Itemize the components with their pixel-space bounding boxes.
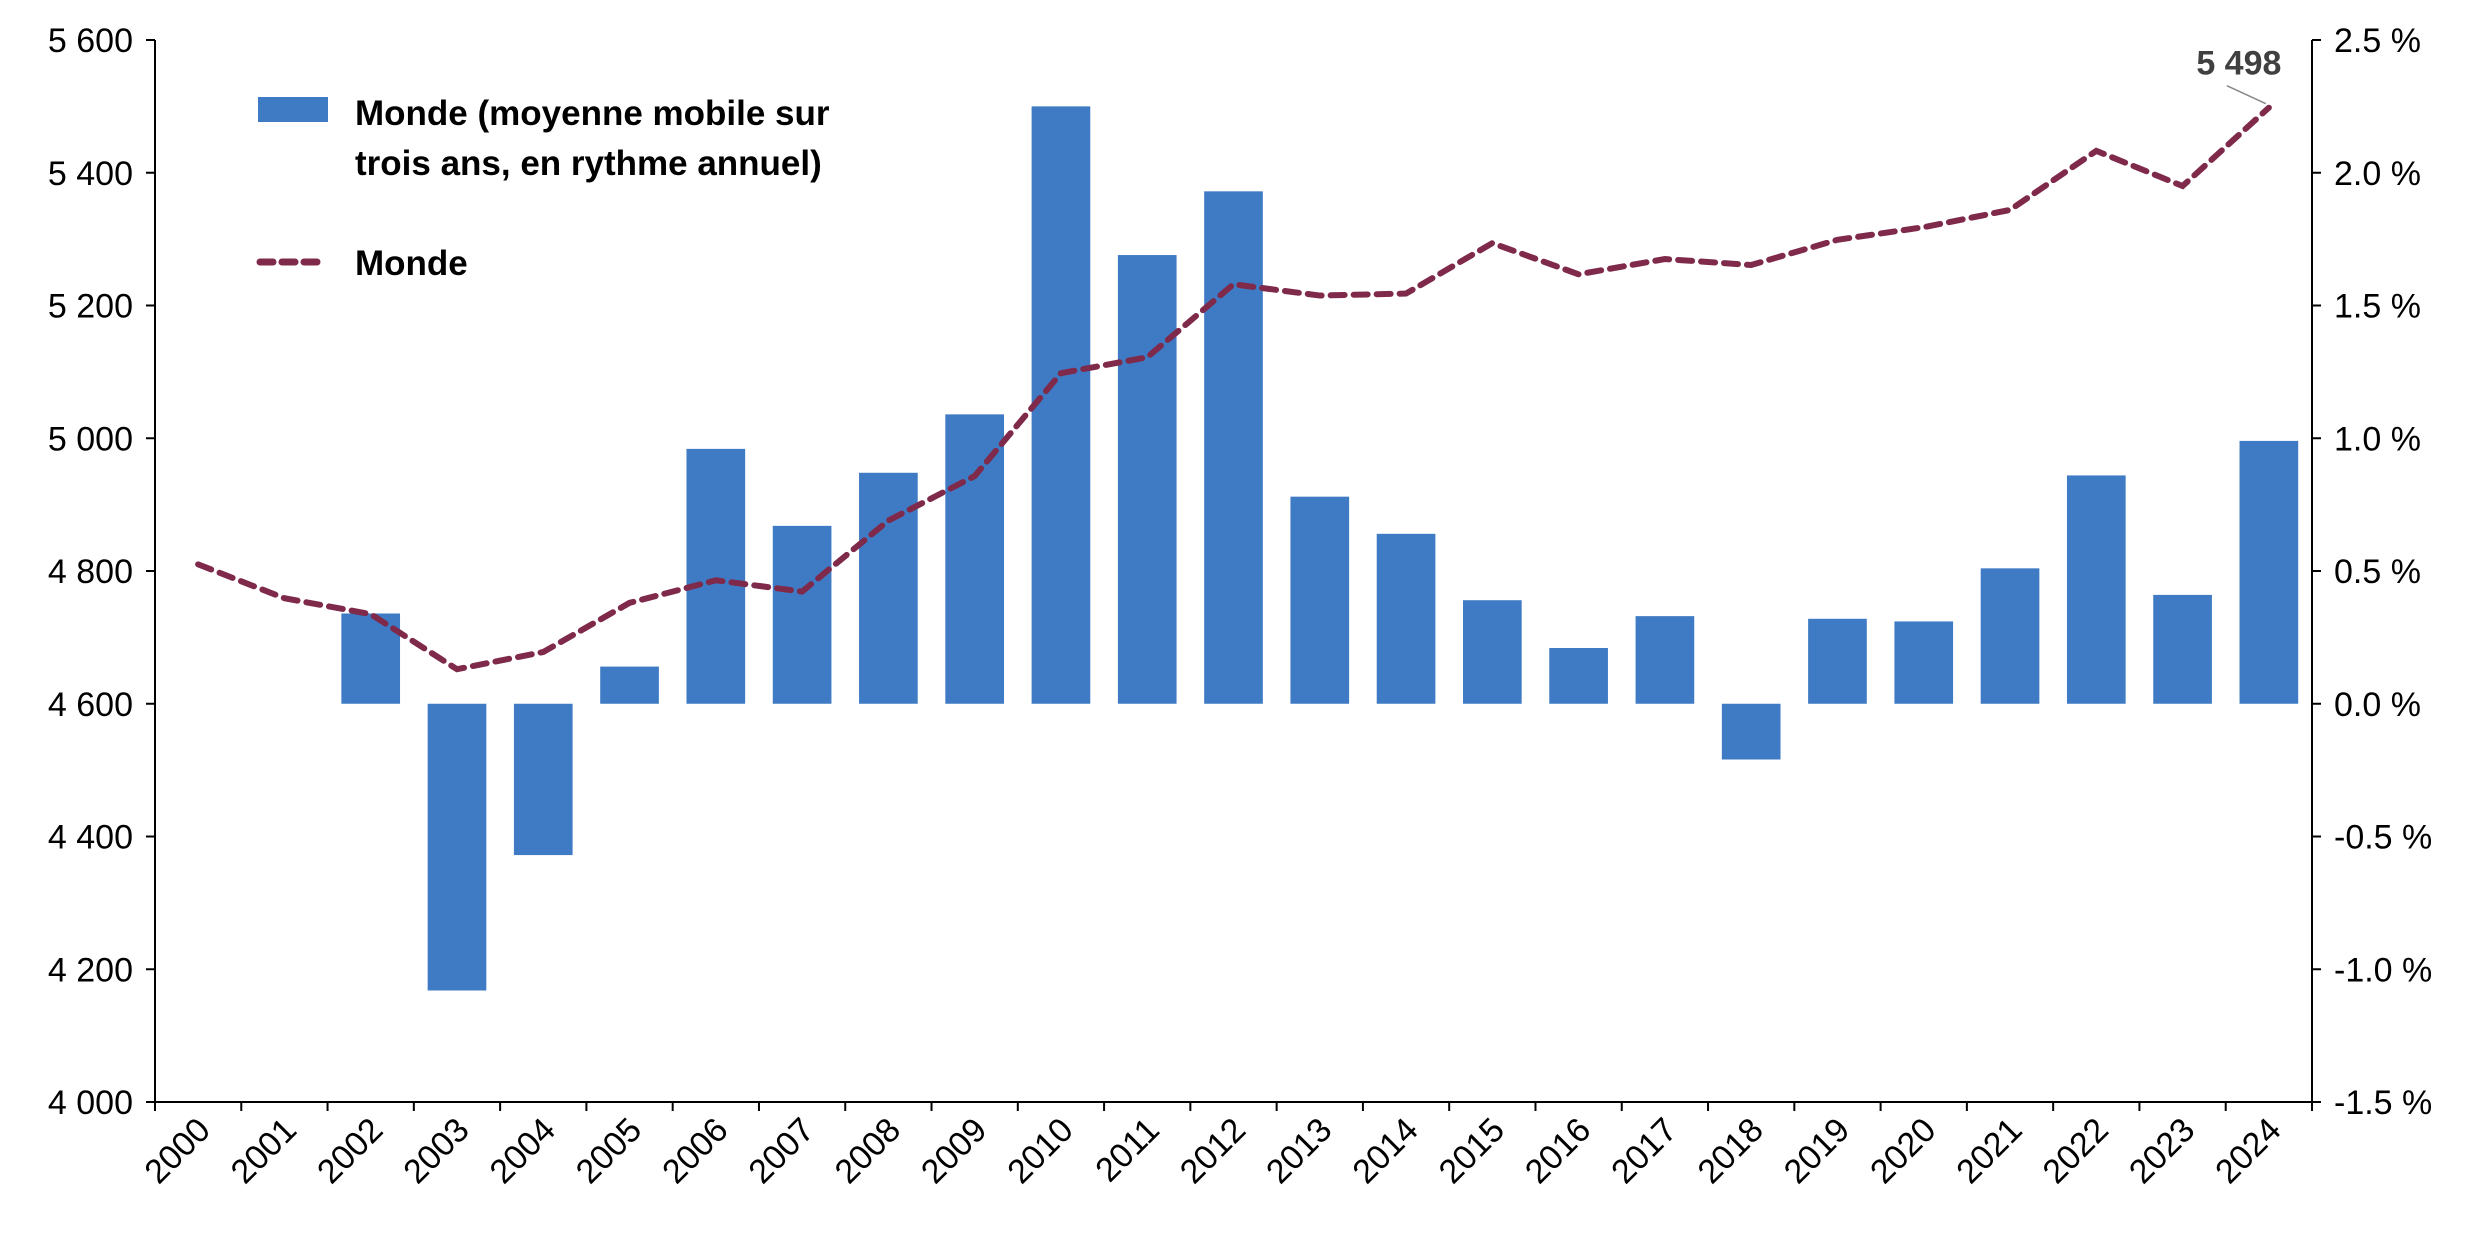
x-tick-label: 2003 bbox=[396, 1111, 476, 1191]
bars-layer bbox=[341, 106, 2299, 991]
left-tick-label: 5 200 bbox=[48, 288, 133, 326]
bar-2021 bbox=[1980, 568, 2040, 704]
right-tick-label: 2.5 % bbox=[2334, 22, 2421, 60]
x-tick-label: 2011 bbox=[1088, 1111, 1167, 1190]
legend: Monde (moyenne mobile sur trois ans, en … bbox=[256, 94, 830, 283]
right-tick-label: 2.0 % bbox=[2334, 155, 2421, 193]
x-tick-label: 2001 bbox=[224, 1111, 304, 1191]
right-tick-label: 0.0 % bbox=[2334, 686, 2421, 724]
x-tick-label: 2010 bbox=[1000, 1111, 1080, 1191]
x-tick-label: 2021 bbox=[1949, 1111, 2029, 1191]
x-tick-label: 2023 bbox=[2122, 1111, 2202, 1191]
bar-2022 bbox=[2066, 475, 2126, 704]
legend-swatch-bar bbox=[258, 97, 328, 122]
x-tick-label: 2015 bbox=[1432, 1111, 1512, 1191]
x-tick-label: 2020 bbox=[1863, 1111, 1943, 1191]
x-tick-label: 2005 bbox=[569, 1111, 649, 1191]
left-tick-label: 4 600 bbox=[48, 686, 133, 724]
right-tick-label: -1.5 % bbox=[2334, 1084, 2432, 1122]
legend-label-line: Monde bbox=[355, 244, 468, 283]
bar-2005 bbox=[600, 666, 659, 704]
bar-2009 bbox=[945, 414, 1004, 704]
bar-2012 bbox=[1204, 191, 1263, 704]
x-tick-label: 2017 bbox=[1604, 1111, 1684, 1191]
bar-2010 bbox=[1031, 106, 1091, 704]
x-tick-label: 2002 bbox=[310, 1111, 390, 1191]
annotation-label: 5 498 bbox=[2196, 45, 2281, 83]
left-tick-label: 4 200 bbox=[48, 951, 133, 989]
x-tick-label: 2008 bbox=[828, 1111, 908, 1191]
x-tick-label: 2004 bbox=[483, 1111, 563, 1191]
x-tick-label: 2012 bbox=[1173, 1111, 1253, 1191]
left-tick-label: 5 600 bbox=[48, 22, 133, 60]
x-tick-label: 2000 bbox=[137, 1111, 217, 1191]
bar-2003 bbox=[427, 703, 487, 991]
bar-2014 bbox=[1376, 533, 1436, 704]
bar-2013 bbox=[1290, 496, 1350, 704]
bar-2020 bbox=[1894, 621, 1954, 704]
bar-2017 bbox=[1635, 616, 1695, 704]
bar-2019 bbox=[1808, 618, 1867, 704]
legend-label-bar-line2: trois ans, en rythme annuel) bbox=[355, 144, 822, 183]
bar-2007 bbox=[772, 525, 832, 704]
x-tick-label: 2013 bbox=[1259, 1111, 1339, 1191]
left-tick-label: 4 800 bbox=[48, 553, 133, 591]
x-tick-label: 2014 bbox=[1345, 1111, 1425, 1191]
bar-2004 bbox=[513, 703, 573, 856]
x-tick-label: 2019 bbox=[1777, 1111, 1857, 1191]
right-tick-label: -1.0 % bbox=[2334, 951, 2432, 989]
x-tick-label: 2009 bbox=[914, 1111, 994, 1191]
bar-2018 bbox=[1721, 703, 1781, 760]
annotation-leader bbox=[2226, 85, 2267, 105]
right-tick-label: -0.5 % bbox=[2334, 819, 2432, 857]
left-tick-label: 4 400 bbox=[48, 819, 133, 857]
left-tick-label: 5 400 bbox=[48, 155, 133, 193]
x-tick-label: 2022 bbox=[2036, 1111, 2116, 1191]
right-tick-label: 1.5 % bbox=[2334, 288, 2421, 326]
bar-2023 bbox=[2153, 594, 2212, 704]
bar-2015 bbox=[1463, 600, 1522, 704]
x-tick-label: 2016 bbox=[1518, 1111, 1598, 1191]
bar-2011 bbox=[1117, 255, 1177, 704]
x-tick-label: 2006 bbox=[655, 1111, 735, 1191]
legend-label-bar-line1: Monde (moyenne mobile sur bbox=[355, 94, 830, 133]
x-tick-label: 2024 bbox=[2208, 1111, 2288, 1191]
right-tick-label: 1.0 % bbox=[2334, 420, 2421, 458]
left-tick-label: 5 000 bbox=[48, 420, 133, 458]
right-tick-label: 0.5 % bbox=[2334, 553, 2421, 591]
bar-2016 bbox=[1549, 647, 1608, 704]
line-layer: 5 498 bbox=[195, 45, 2281, 673]
left-tick-label: 4 000 bbox=[48, 1084, 133, 1122]
bar-2024 bbox=[2239, 440, 2299, 704]
x-tick-label: 2018 bbox=[1690, 1111, 1770, 1191]
bar-2006 bbox=[686, 448, 746, 704]
x-tick-label: 2007 bbox=[741, 1111, 821, 1191]
